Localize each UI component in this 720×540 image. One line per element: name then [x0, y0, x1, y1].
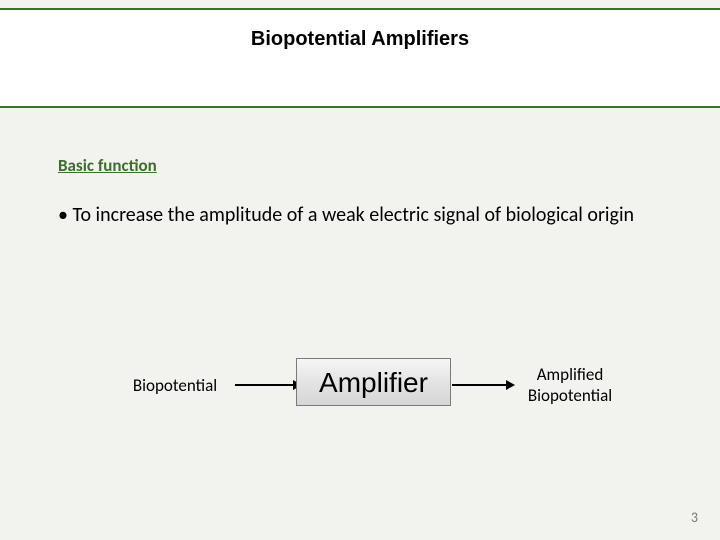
diagram-output-label: AmplifiedBiopotential — [510, 364, 630, 406]
diagram-input-label: Biopotential — [115, 375, 235, 396]
section-heading: Basic function — [58, 155, 157, 176]
arrow-2-line — [452, 384, 508, 386]
header-band — [0, 8, 720, 108]
page-number: 3 — [691, 509, 698, 526]
amplifier-box: Amplifier — [296, 358, 451, 406]
bullet-text: • To increase the amplitude of a weak el… — [58, 202, 658, 229]
slide-title: Biopotential Amplifiers — [0, 28, 720, 51]
arrow-1-line — [235, 384, 295, 386]
